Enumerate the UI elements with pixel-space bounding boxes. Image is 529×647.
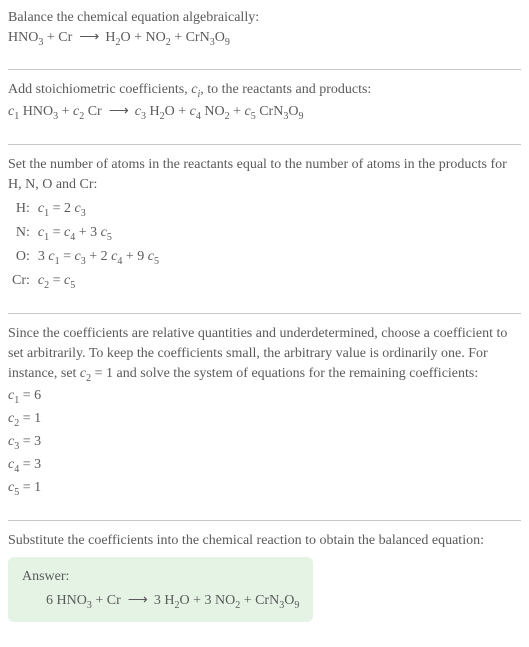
atom-equations-table: H: c1 = 2 c3 N: c1 = c4 + 3 c5 O: 3 c1 =…: [8, 198, 163, 293]
list-item: c4 = 3: [8, 455, 521, 477]
arrow-icon: ⟶: [128, 591, 147, 611]
coefficients-reaction: c1 HNO3 + c2 Cr ⟶ c3 H2O + c4 NO2 + c5 C…: [8, 102, 521, 124]
divider: [8, 313, 521, 314]
divider: [8, 69, 521, 70]
intro-text-a: Add stoichiometric coefficients,: [8, 82, 191, 97]
table-row: H: c1 = 2 c3: [8, 198, 163, 222]
element-label: O:: [8, 246, 34, 270]
section-balance-intro: Balance the chemical equation algebraica…: [8, 8, 521, 59]
list-item: c2 = 1: [8, 409, 521, 431]
unbalanced-reaction: HNO3 + Cr ⟶ H2O + NO2 + CrN3O9: [8, 28, 521, 50]
divider: [8, 520, 521, 521]
coefficients-intro: Add stoichiometric coefficients, ci, to …: [8, 80, 521, 102]
list-item: c3 = 3: [8, 432, 521, 454]
element-label: N:: [8, 222, 34, 246]
answer-label: Answer:: [22, 567, 299, 587]
arrow-icon: ⟶: [79, 28, 98, 48]
list-item: c1 = 6: [8, 386, 521, 408]
balanced-equation: 6 HNO3 + Cr ⟶ 3 H2O + 3 NO2 + CrN3O9: [22, 591, 299, 613]
solve-intro-b: = 1 and solve the system of equations fo…: [91, 366, 478, 381]
list-item: c5 = 1: [8, 478, 521, 500]
table-row: O: 3 c1 = c3 + 2 c4 + 9 c5: [8, 246, 163, 270]
intro-text-b: , to the reactants and products:: [200, 82, 371, 97]
table-row: N: c1 = c4 + 3 c5: [8, 222, 163, 246]
arrow-icon: ⟶: [109, 102, 128, 122]
element-equation: 3 c1 = c3 + 2 c4 + 9 c5: [34, 246, 163, 270]
balance-title: Balance the chemical equation algebraica…: [8, 8, 521, 28]
section-solve: Since the coefficients are relative quan…: [8, 324, 521, 510]
element-label: H:: [8, 198, 34, 222]
coefficient-values: c1 = 6 c2 = 1 c3 = 3 c4 = 3 c5 = 1: [8, 386, 521, 499]
table-row: Cr: c2 = c5: [8, 270, 163, 294]
element-equation: c1 = c4 + 3 c5: [34, 222, 163, 246]
section-atom-equations: Set the number of atoms in the reactants…: [8, 155, 521, 303]
element-label: Cr:: [8, 270, 34, 294]
atom-equations-intro: Set the number of atoms in the reactants…: [8, 155, 521, 194]
answer-box: Answer: 6 HNO3 + Cr ⟶ 3 H2O + 3 NO2 + Cr…: [8, 557, 313, 622]
substitute-intro: Substitute the coefficients into the che…: [8, 531, 521, 551]
element-equation: c1 = 2 c3: [34, 198, 163, 222]
divider: [8, 144, 521, 145]
section-substitute: Substitute the coefficients into the che…: [8, 531, 521, 622]
section-add-coefficients: Add stoichiometric coefficients, ci, to …: [8, 80, 521, 134]
solve-intro: Since the coefficients are relative quan…: [8, 324, 521, 385]
element-equation: c2 = c5: [34, 270, 163, 294]
var-c: ci: [191, 82, 200, 97]
